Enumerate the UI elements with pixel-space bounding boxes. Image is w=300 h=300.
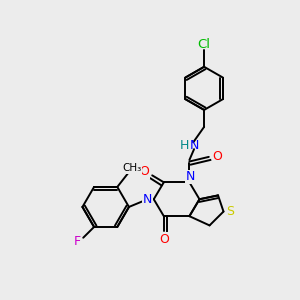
Text: O: O: [159, 233, 169, 246]
Text: N: N: [143, 193, 152, 206]
Text: H: H: [180, 139, 189, 152]
Text: O: O: [212, 150, 222, 164]
Text: O: O: [140, 165, 149, 178]
Text: CH₃: CH₃: [122, 164, 142, 173]
Text: N: N: [189, 139, 199, 152]
Text: Cl: Cl: [198, 38, 211, 51]
Text: F: F: [74, 235, 81, 248]
Text: S: S: [226, 205, 234, 218]
Text: N: N: [185, 170, 195, 183]
